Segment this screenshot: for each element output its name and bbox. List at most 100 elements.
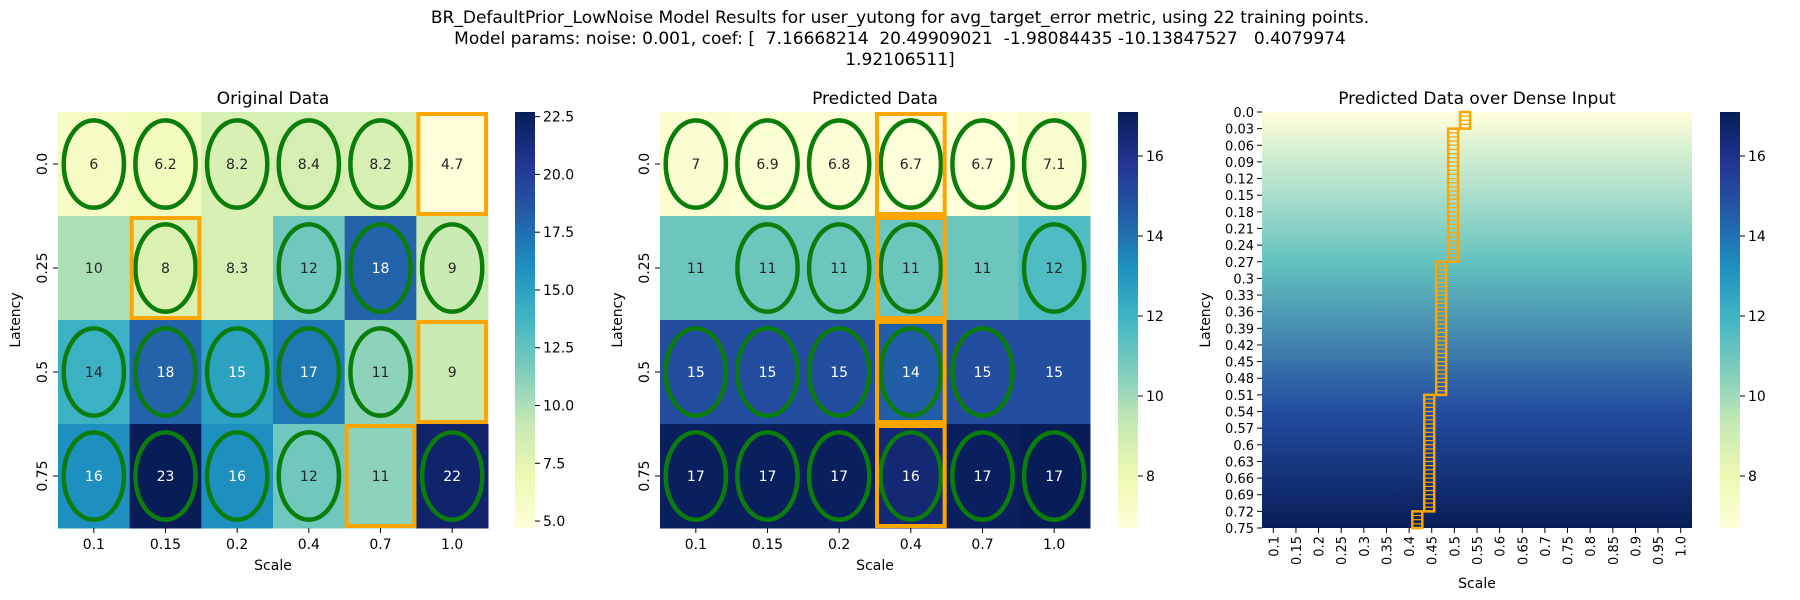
predicted-data-cell-ellipse [878,222,944,314]
original-data-cell [201,424,274,529]
predicted-data-cell-ellipse [950,118,1015,210]
predicted-data-cell-label: 15 [830,365,848,381]
dense-predicted-ytick-label: 0.48 [1225,372,1254,387]
dense-predicted-xtick-label: 0.85 [1607,536,1622,565]
predicted-data-cell-ellipse [806,430,872,522]
original-data-cell [58,216,131,321]
original-data-cell [129,320,202,425]
original-data-cell [58,424,131,529]
predicted-data-cell-label: 6.9 [756,157,778,173]
predicted-data-cell-label: 15 [687,365,705,381]
original-data-colorbar-bar [515,112,535,528]
predicted-data-cell-ellipse [735,430,800,522]
predicted-data-colorbar-tick-label: 14 [1146,229,1164,245]
dense-predicted-xtick-label: 0.3 [1358,536,1373,557]
predicted-data-cell-label: 6.8 [828,157,850,173]
original-data-colorbar-tick-label: 5.0 [543,514,565,530]
original-data-cell-ellipse [61,118,127,210]
predicted-data-cell [946,424,1019,529]
predicted-data-cell [1018,320,1091,425]
original-data-ylabel: Latency [8,292,24,347]
dense-predicted-ytick-label: 0.03 [1225,123,1254,138]
original-data-cell [416,216,489,321]
dense-predicted-ytick-label: 0.0 [1233,106,1254,121]
predicted-data-ytick-label: 0.25 [637,252,653,283]
original-data-ytick-label: 0.25 [35,252,51,283]
original-data-cell [273,112,346,217]
dense-predicted-colorbar-tick-label: 10 [1748,389,1766,405]
figure-title-line-2: Model params: noise: 0.001, coef: [ 7.16… [454,29,1346,49]
predicted-data-cell-label: 15 [974,365,992,381]
original-data-cell-label: 15 [228,365,246,381]
predicted-data-cell-ellipse [1021,222,1087,314]
dense-predicted-xlabel: Scale [1458,576,1496,592]
original-data-cell-ellipse [133,326,198,418]
original-data-highlight-box [416,112,489,216]
original-data-cell [344,216,417,321]
original-data-colorbar-tick-label: 22.5 [543,110,574,126]
original-data-highlight-box [129,216,202,320]
original-data-cell-label: 11 [372,365,390,381]
predicted-data-cell [660,216,733,321]
predicted-data-cell [803,112,876,217]
predicted-data-cell-ellipse [878,326,944,418]
original-data-cell [201,112,274,217]
predicted-data-cell [1018,112,1091,217]
original-data-xtick-label: 1.0 [441,537,463,553]
dense-predicted-ytick-label: 0.69 [1225,489,1254,504]
predicted-data-ytick-label: 0.75 [637,460,653,491]
original-data-cell-ellipse [276,222,342,314]
predicted-data-xtick-label: 0.15 [752,537,783,553]
original-data-cell-ellipse [133,430,198,522]
original-data-cell [201,320,274,425]
dense-predicted-xtick-label: 0.95 [1652,536,1667,565]
original-data-cell [416,424,489,529]
original-data-cell [273,424,346,529]
original-data-cell [344,424,417,529]
predicted-data-cell-label: 12 [1045,261,1063,277]
original-data-cell-label: 6 [89,157,98,173]
predicted-data-highlight-box [875,320,947,424]
predicted-data-xtick-label: 1.0 [1043,537,1065,553]
predicted-data-xtick-label: 0.4 [900,537,922,553]
original-data-cell-label: 4.7 [441,157,463,173]
dense-predicted-xtick-label: 0.9 [1629,536,1644,557]
dense-predicted-xtick-label: 0.2 [1313,536,1328,557]
dense-predicted-xtick-label: 0.55 [1471,536,1486,565]
predicted-data-cell [875,112,948,217]
original-data-cell-ellipse [204,430,270,522]
dense-predicted-xtick-label: 0.15 [1290,536,1305,565]
dense-predicted-ylabel: Latency [1198,292,1214,347]
original-data-cell-ellipse [133,118,198,210]
predicted-data-colorbar-bar [1118,112,1138,528]
predicted-data-cell-ellipse [806,222,872,314]
original-data-cell-label: 9 [448,261,457,277]
dense-predicted-colorbar-tick-label: 8 [1748,469,1757,485]
predicted-data-colorbar-tick-label: 16 [1146,149,1164,165]
dense-predicted-ytick-label: 0.12 [1225,173,1254,188]
original-data-cell-ellipse [348,118,413,210]
dense-predicted-ytick-label: 0.45 [1225,356,1254,371]
dense-predicted-ytick-label: 0.63 [1225,455,1254,470]
predicted-data-cell-ellipse [806,326,872,418]
dense-predicted-ytick-label: 0.57 [1225,422,1254,437]
original-data-cell-ellipse [276,118,342,210]
original-data-cell-label: 8.3 [226,261,248,277]
predicted-data-cell-label: 16 [902,469,920,485]
original-data-cell-label: 9 [448,365,457,381]
dense-predicted-xtick-label: 0.8 [1584,536,1599,557]
dense-predicted-ytick-label: 0.42 [1225,339,1254,354]
original-data-cell-ellipse [133,222,198,314]
predicted-data-cell-label: 6.7 [900,157,922,173]
original-data-cell-label: 11 [372,469,390,485]
predicted-data-cell-label: 11 [830,261,848,277]
original-data-cell-label: 23 [157,469,175,485]
predicted-data-cell-label: 11 [687,261,705,277]
predicted-data-cell [875,424,948,529]
original-data-cell-label: 8.4 [298,157,320,173]
predicted-data-cell [946,216,1019,321]
dense-predicted-ytick-label: 0.72 [1225,505,1254,520]
original-data-cell-label: 17 [300,365,318,381]
